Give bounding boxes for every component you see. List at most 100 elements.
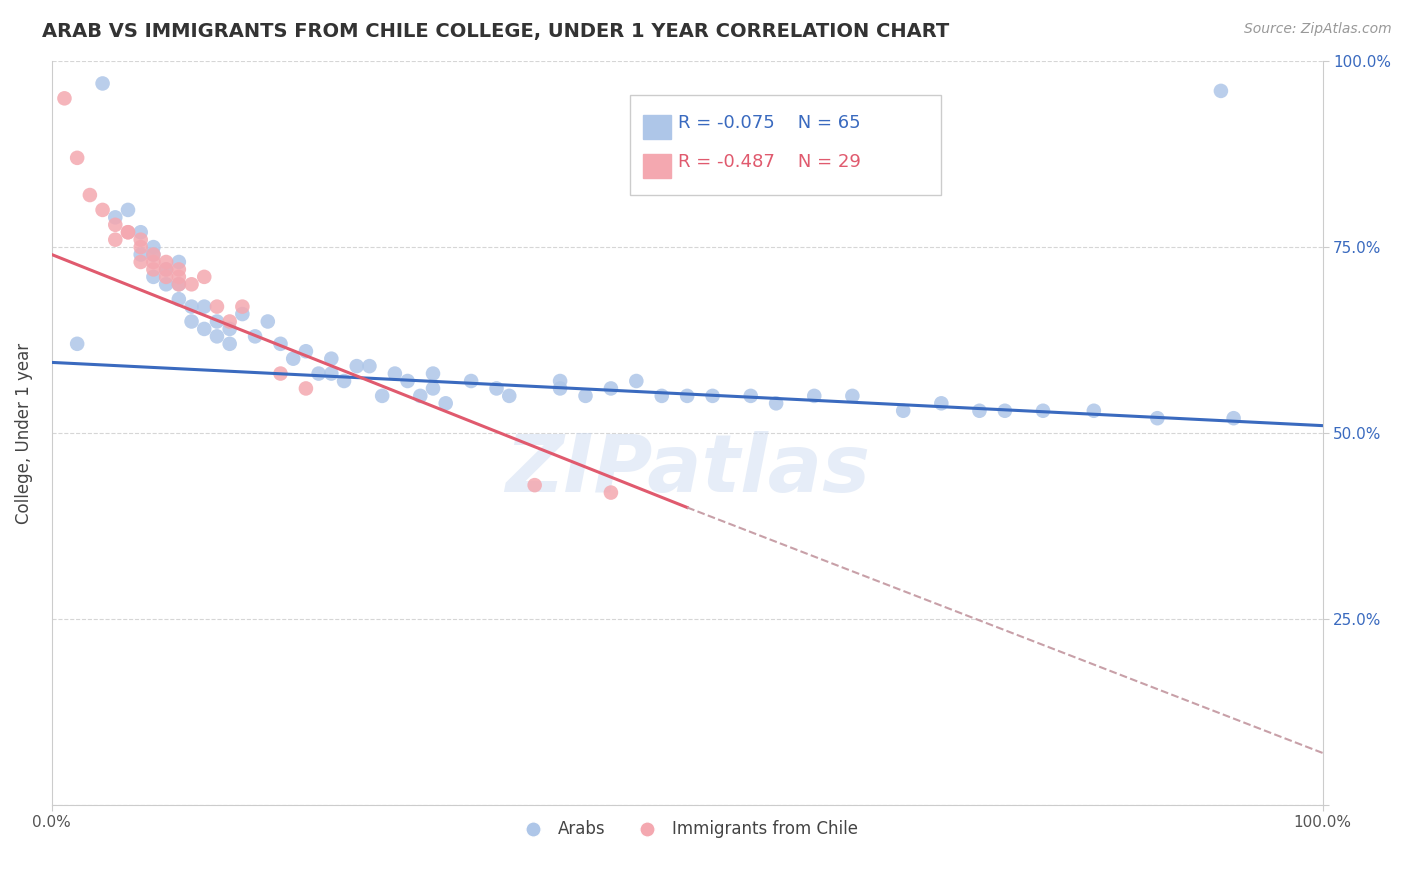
Point <box>142 240 165 254</box>
Point <box>676 389 699 403</box>
FancyBboxPatch shape <box>643 154 671 178</box>
Point <box>409 389 432 403</box>
Point <box>155 262 177 277</box>
Point <box>129 255 152 269</box>
Point <box>53 91 76 105</box>
Point <box>104 211 127 225</box>
Point <box>359 359 381 373</box>
Point <box>155 255 177 269</box>
Point <box>218 336 240 351</box>
Point <box>460 374 482 388</box>
Point <box>765 396 787 410</box>
Point <box>91 77 114 91</box>
Point <box>104 218 127 232</box>
Point <box>218 322 240 336</box>
Point <box>167 292 190 306</box>
Point <box>969 403 991 417</box>
Point <box>702 389 724 403</box>
Point <box>167 255 190 269</box>
Point <box>142 255 165 269</box>
Point <box>422 367 444 381</box>
Point <box>104 233 127 247</box>
Point <box>129 225 152 239</box>
Point <box>600 381 623 395</box>
Point <box>1222 411 1244 425</box>
Point <box>117 225 139 239</box>
Point <box>256 314 278 328</box>
Point <box>803 389 825 403</box>
Point <box>523 478 546 492</box>
Point <box>321 351 343 366</box>
Point <box>485 381 508 395</box>
Point <box>205 329 228 343</box>
Text: ARAB VS IMMIGRANTS FROM CHILE COLLEGE, UNDER 1 YEAR CORRELATION CHART: ARAB VS IMMIGRANTS FROM CHILE COLLEGE, U… <box>42 22 949 41</box>
Point <box>1083 403 1105 417</box>
Text: ZIPatlas: ZIPatlas <box>505 431 870 509</box>
Point <box>1209 84 1232 98</box>
Point <box>626 374 648 388</box>
Legend: Arabs, Immigrants from Chile: Arabs, Immigrants from Chile <box>509 814 865 845</box>
Point <box>167 269 190 284</box>
Point <box>270 336 292 351</box>
Point <box>205 300 228 314</box>
Point <box>396 374 419 388</box>
Point <box>180 314 202 328</box>
Text: R = -0.487    N = 29: R = -0.487 N = 29 <box>678 153 860 170</box>
Point <box>129 240 152 254</box>
Point <box>1032 403 1054 417</box>
Point <box>422 381 444 395</box>
Point <box>155 262 177 277</box>
Point <box>117 225 139 239</box>
Text: R = -0.075    N = 65: R = -0.075 N = 65 <box>678 114 860 132</box>
Point <box>205 314 228 328</box>
Point <box>167 277 190 292</box>
Point <box>91 202 114 217</box>
Point <box>193 269 215 284</box>
Point <box>295 344 318 359</box>
Point <box>651 389 673 403</box>
Point <box>117 202 139 217</box>
Point <box>308 367 330 381</box>
FancyBboxPatch shape <box>643 115 671 139</box>
Point <box>167 262 190 277</box>
Point <box>574 389 596 403</box>
FancyBboxPatch shape <box>630 95 942 195</box>
Point <box>155 277 177 292</box>
Point <box>600 485 623 500</box>
Point <box>66 336 89 351</box>
Point <box>167 277 190 292</box>
Point <box>498 389 520 403</box>
Point <box>79 188 101 202</box>
Point <box>66 151 89 165</box>
Point <box>180 277 202 292</box>
Point <box>270 367 292 381</box>
Point <box>891 403 914 417</box>
Point <box>346 359 368 373</box>
Point <box>129 247 152 261</box>
Point <box>371 389 394 403</box>
Point <box>321 367 343 381</box>
Point <box>129 233 152 247</box>
Y-axis label: College, Under 1 year: College, Under 1 year <box>15 343 32 524</box>
Point <box>283 351 305 366</box>
Point <box>333 374 356 388</box>
Point <box>295 381 318 395</box>
Point <box>931 396 953 410</box>
Point <box>142 269 165 284</box>
Point <box>142 247 165 261</box>
Point <box>548 374 571 388</box>
Text: Source: ZipAtlas.com: Source: ZipAtlas.com <box>1244 22 1392 37</box>
Point <box>155 269 177 284</box>
Point <box>740 389 762 403</box>
Point <box>1146 411 1168 425</box>
Point <box>384 367 406 381</box>
Point <box>243 329 266 343</box>
Point <box>218 314 240 328</box>
Point <box>548 381 571 395</box>
Point <box>180 300 202 314</box>
Point <box>142 262 165 277</box>
Point <box>231 300 253 314</box>
Point <box>994 403 1017 417</box>
Point <box>231 307 253 321</box>
Point <box>193 322 215 336</box>
